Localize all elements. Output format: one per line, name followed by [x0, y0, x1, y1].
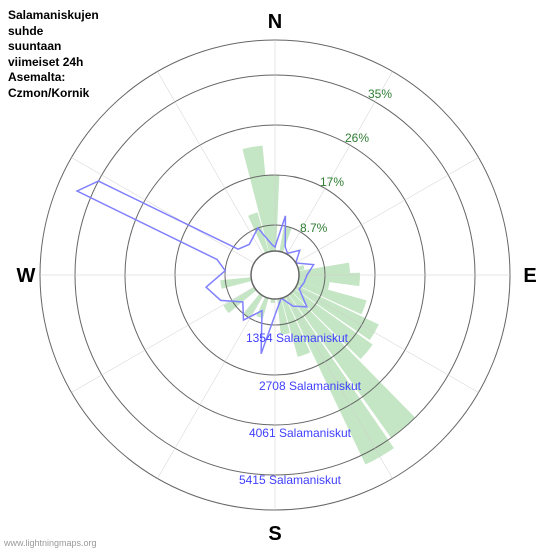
ring-pct-label: 17% [320, 175, 344, 189]
ring-count-label: 4061 Salamaniskut [249, 426, 352, 440]
ring-pct-label: 26% [345, 131, 369, 145]
ring-pct-label: 8.7% [300, 221, 328, 235]
cardinal-e: E [523, 265, 536, 287]
ring-pct-label: 35% [368, 87, 392, 101]
cardinal-n: N [268, 11, 282, 33]
ring-count-label: 2708 Salamaniskut [259, 379, 362, 393]
ring-count-label: 5415 Salamaniskut [239, 473, 342, 487]
cardinal-s: S [268, 523, 281, 545]
polar-chart: N E S W 8.7% 17% 26% 35% 1354 Salamaniskut 2708… [0, 0, 550, 550]
cardinal-w: W [17, 265, 36, 287]
footer-credit: www.lightningmaps.org [4, 538, 97, 548]
ring-count-label: 1354 Salamaniskut [246, 331, 349, 345]
